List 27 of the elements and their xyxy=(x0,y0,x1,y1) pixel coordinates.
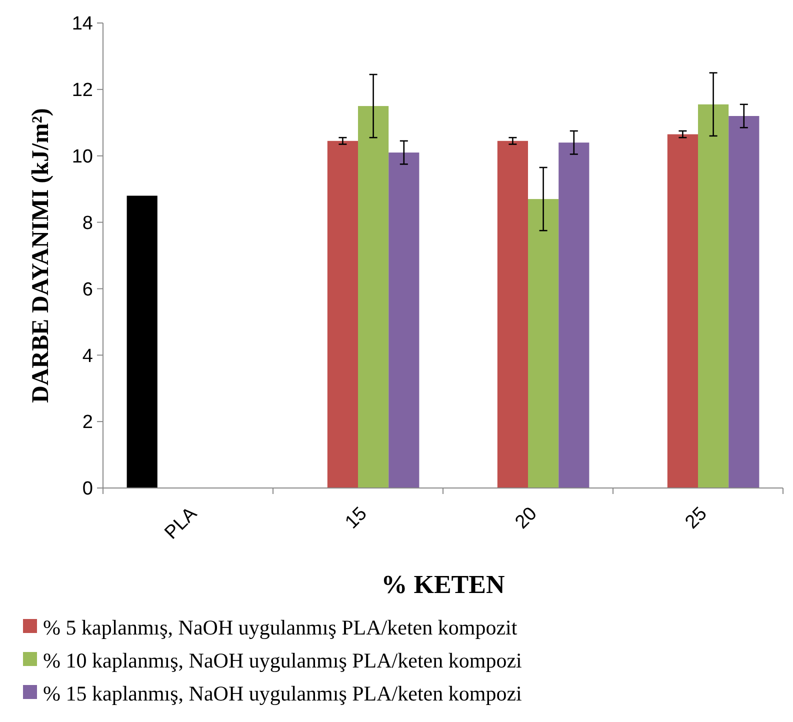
bar xyxy=(497,140,528,488)
bar xyxy=(728,116,760,488)
y-tick-label: 12 xyxy=(72,80,93,102)
legend-label: % 15 kaplanmış, NaOH uygulanmış PLA/keten kompozi xyxy=(43,681,522,706)
legend-label: % 10 kaplanmış, NaOH uygulanmış PLA/keten kompozi xyxy=(43,648,522,672)
x-axis-title: % KETEN xyxy=(381,570,505,599)
bar xyxy=(126,196,158,488)
bar xyxy=(388,152,420,488)
bar xyxy=(558,142,590,488)
y-tick-label: 0 xyxy=(82,478,93,500)
x-tick-label: PLA xyxy=(160,503,202,544)
x-tick-label: 25 xyxy=(681,503,712,534)
y-tick-label: 10 xyxy=(72,146,93,168)
x-tick-label: 15 xyxy=(341,503,372,534)
y-tick-label: 6 xyxy=(82,279,93,300)
y-tick-label: 4 xyxy=(82,346,94,367)
legend-label: % 5 kaplanmış, NaOH uygulanmış PLA/keten kompozit xyxy=(43,615,518,640)
bar xyxy=(698,104,729,488)
y-tick-label: 14 xyxy=(72,14,94,35)
y-axis-title: DARBE DAYANIMI (kJ/m²) xyxy=(28,108,54,403)
x-tick-label: 20 xyxy=(511,503,542,534)
bar xyxy=(528,199,559,488)
y-tick-label: 8 xyxy=(82,212,93,234)
bar xyxy=(327,140,358,488)
bar xyxy=(667,134,698,488)
bar xyxy=(358,106,389,488)
y-tick-label: 2 xyxy=(82,412,93,434)
